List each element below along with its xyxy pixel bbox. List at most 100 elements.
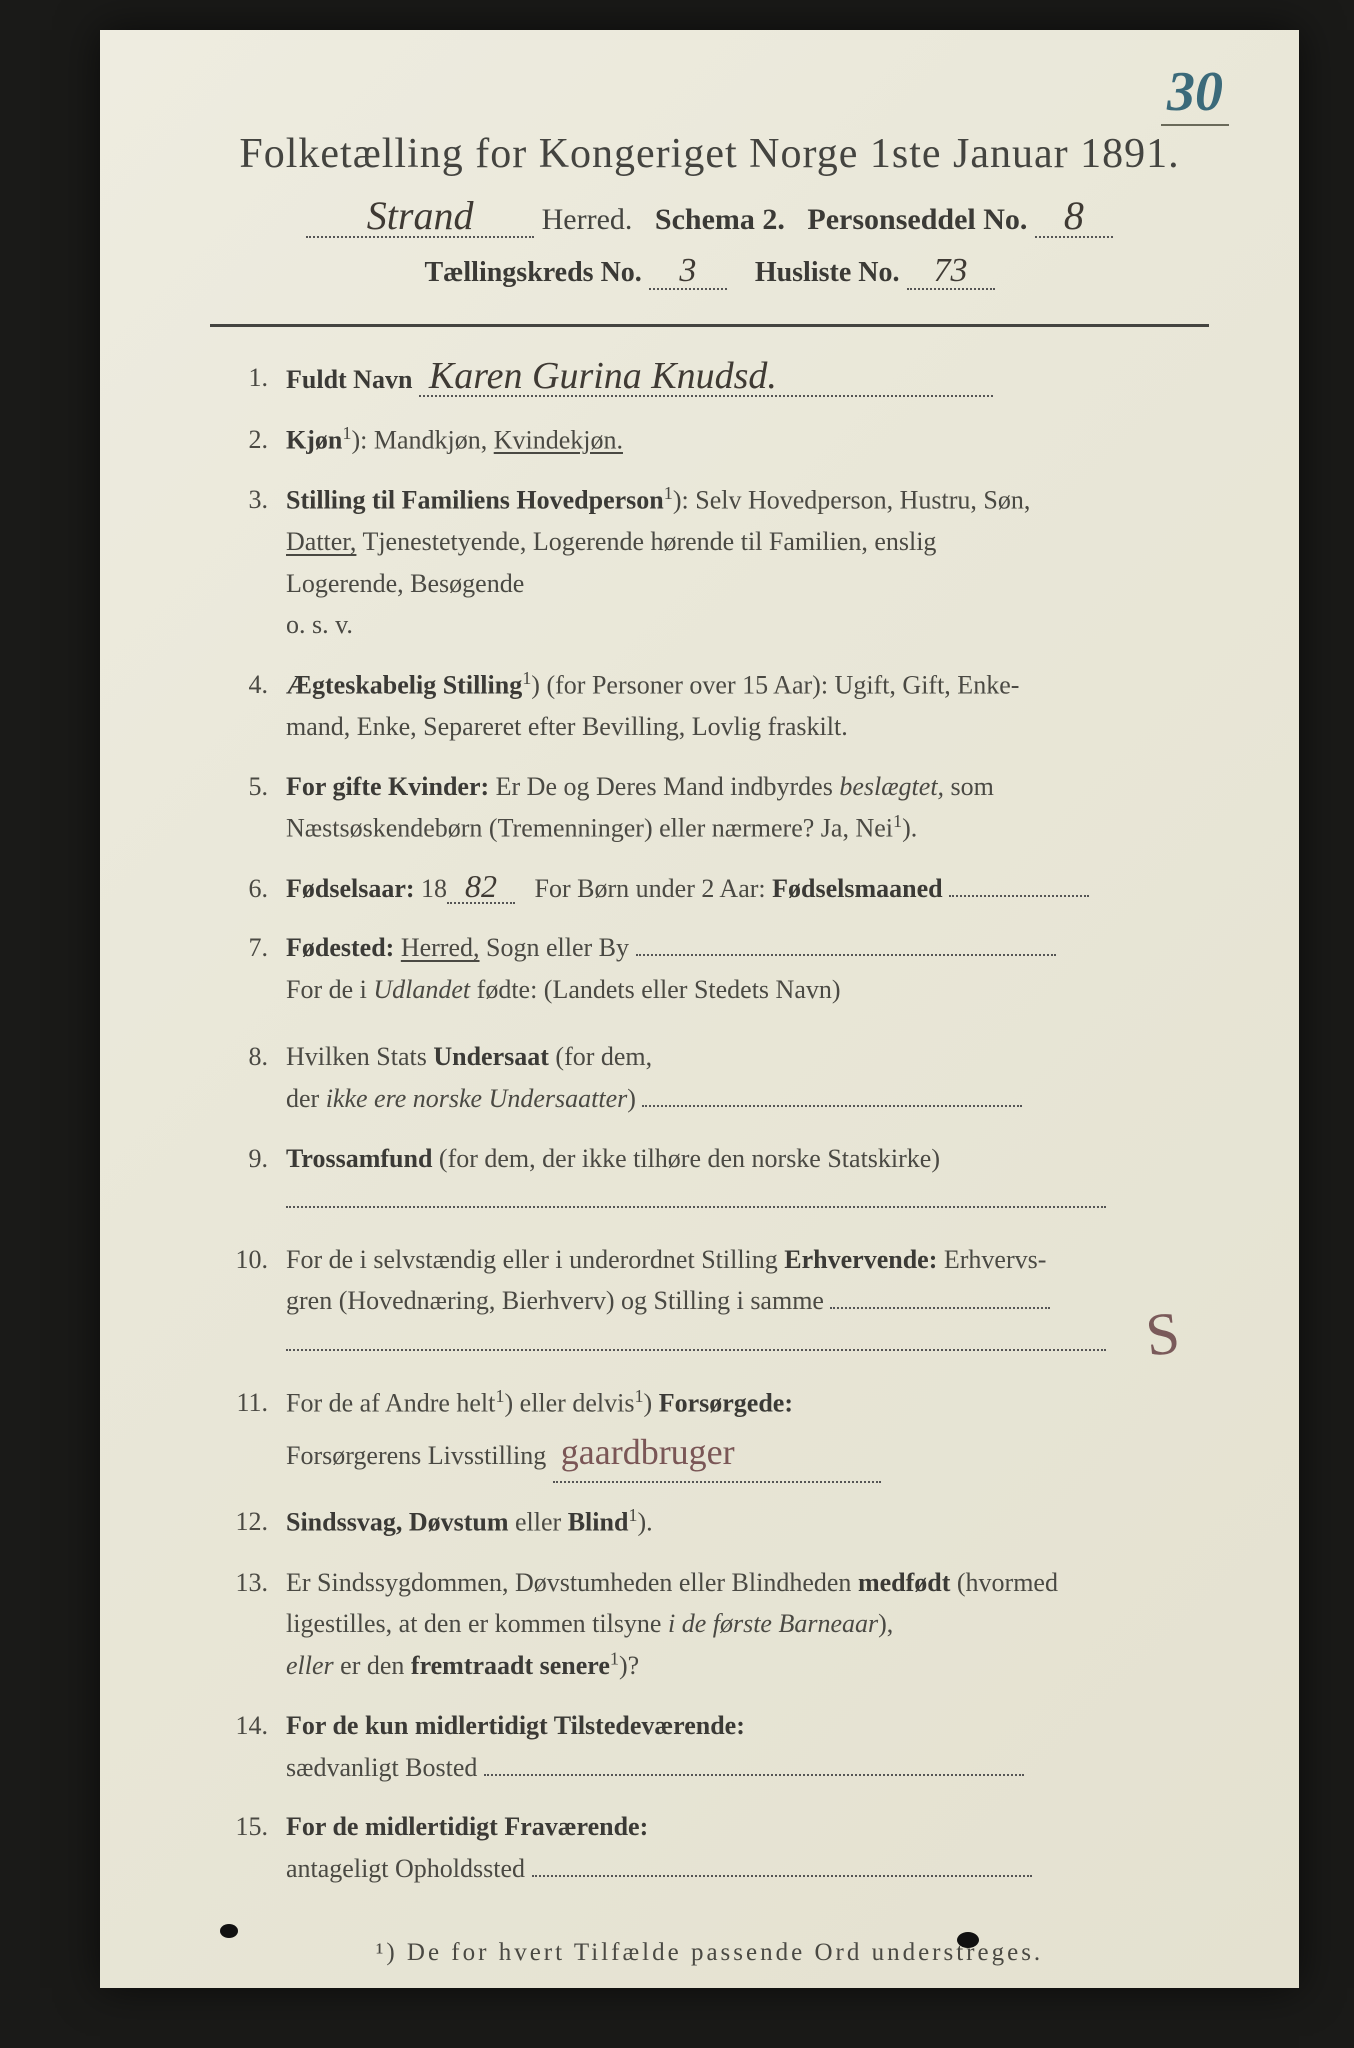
text-ital: eller bbox=[286, 1651, 334, 1680]
item-3: 3. Stilling til Familiens Hovedperson1):… bbox=[210, 479, 1209, 646]
husliste-no-handwritten: 73 bbox=[907, 254, 995, 290]
text: (for Personer over 15 Aar): bbox=[546, 671, 828, 700]
item-number: 11. bbox=[210, 1382, 286, 1484]
item-5: 5. For gifte Kvinder: Er De og Deres Man… bbox=[210, 766, 1209, 850]
label-erhvervende: Erhvervende: bbox=[784, 1245, 937, 1274]
text: fødte: (Landets eller Stedets Navn) bbox=[477, 975, 841, 1004]
label-tilstedevaerende: For de kun midlertidigt Tilstedeværende: bbox=[286, 1711, 745, 1740]
item-14: 14. For de kun midlertidigt Tilstedevære… bbox=[210, 1705, 1209, 1788]
item-9: 9. Trossamfund (for dem, der ikke tilhør… bbox=[210, 1138, 1209, 1221]
year-prefix: 18 bbox=[421, 874, 447, 903]
label-fremtraadt: fremtraadt senere bbox=[411, 1651, 610, 1680]
label-gifte-kvinder: For gifte Kvinder: bbox=[286, 772, 489, 801]
label-aegteskab: Ægteskabelig Stilling bbox=[286, 671, 522, 700]
text: sædvanligt Bosted bbox=[286, 1753, 477, 1782]
label-trossamfund: Trossamfund bbox=[286, 1144, 432, 1173]
text: ), bbox=[878, 1609, 893, 1638]
text: Hvilken Stats bbox=[286, 1042, 427, 1071]
kreds-no-handwritten: 3 bbox=[649, 254, 727, 290]
text: antageligt Opholdssted bbox=[286, 1854, 525, 1883]
label-fodselsaar: Fødselsaar: bbox=[286, 874, 415, 903]
header-block: Folketælling for Kongeriget Norge 1ste J… bbox=[210, 130, 1209, 290]
text: For Børn under 2 Aar: bbox=[535, 874, 766, 903]
item-15: 15. For de midlertidigt Fraværende: anta… bbox=[210, 1806, 1209, 1889]
scan-frame: 30 Folketælling for Kongeriget Norge 1st… bbox=[0, 0, 1354, 2048]
text-ital: beslægtet, bbox=[839, 772, 944, 801]
item-number: 5. bbox=[210, 766, 286, 850]
text: eller delvis bbox=[520, 1388, 635, 1417]
item-number: 10. bbox=[210, 1239, 286, 1364]
item-number: 1. bbox=[210, 357, 286, 401]
form-items: 1. Fuldt Navn Karen Gurina Knudsd. 2. Kj… bbox=[210, 357, 1209, 1889]
text-ital: i de første Barneaar bbox=[668, 1609, 878, 1638]
label-fodested: Fødested: bbox=[286, 933, 394, 962]
dotted-fill bbox=[949, 871, 1089, 896]
horizontal-rule bbox=[210, 324, 1209, 327]
text: (hvormed bbox=[957, 1568, 1058, 1597]
text: som bbox=[951, 772, 994, 801]
text: For de i bbox=[286, 975, 367, 1004]
personseddel-label: Personseddel No. bbox=[807, 203, 1027, 236]
item-number: 9. bbox=[210, 1138, 286, 1221]
item-number: 8. bbox=[210, 1036, 286, 1119]
text: ligestilles, at den er kommen tilsyne bbox=[286, 1609, 661, 1638]
text: eller bbox=[515, 1508, 561, 1537]
livsstilling-handwritten: gaardbruger bbox=[553, 1424, 881, 1484]
item-6: 6. Fødselsaar: 1882 For Børn under 2 Aar… bbox=[210, 868, 1209, 910]
footnote-text: De for hvert Tilfælde passende Ord under… bbox=[407, 1939, 1043, 1966]
item-1: 1. Fuldt Navn Karen Gurina Knudsd. bbox=[210, 357, 1209, 401]
husliste-label: Husliste No. bbox=[755, 257, 900, 288]
footnote-marker: ¹) bbox=[376, 1939, 398, 1966]
text: Logerende, Besøgende bbox=[286, 569, 524, 598]
item-7: 7. Fødested: Herred, Sogn eller By For d… bbox=[210, 927, 1209, 1010]
fuldt-navn-handwritten: Karen Gurina Knudsd. bbox=[419, 357, 993, 397]
header-line-3: Tællingskreds No. 3 Husliste No. 73 bbox=[210, 254, 1209, 290]
label-blind: Blind bbox=[568, 1508, 629, 1537]
item-4: 4. Ægteskabelig Stilling1) (for Personer… bbox=[210, 664, 1209, 748]
text: Forsørgerens Livsstilling bbox=[286, 1441, 546, 1470]
dotted-fill bbox=[286, 1183, 1106, 1208]
opt-kvindekjon-selected: Kvindekjøn. bbox=[494, 425, 623, 454]
item-11: 11. For de af Andre helt1) eller delvis1… bbox=[210, 1382, 1209, 1484]
text: Ugift, Gift, Enke- bbox=[835, 671, 1020, 700]
paper-speck bbox=[957, 1932, 979, 1948]
header-line-2: Strand Herred. Schema 2. Personseddel No… bbox=[210, 196, 1209, 238]
text: er den bbox=[340, 1651, 404, 1680]
item-8: 8. Hvilken Stats Undersaat (for dem, der… bbox=[210, 1036, 1209, 1119]
label-fodselsmaaned: Fødselsmaaned bbox=[772, 874, 942, 903]
text-osv: o. s. v. bbox=[286, 610, 353, 639]
text: gren (Hovednæring, Bierhverv) og Stillin… bbox=[286, 1286, 824, 1315]
text: mand, Enke, Separeret efter Bevilling, L… bbox=[286, 712, 848, 741]
text: Selv Hovedperson, Hustru, Søn, bbox=[695, 486, 1030, 515]
text: Tjenestetyende, Logerende hørende til Fa… bbox=[362, 527, 936, 556]
main-title: Folketælling for Kongeriget Norge 1ste J… bbox=[210, 130, 1209, 178]
label-stilling: Stilling til Familiens Hovedperson bbox=[286, 486, 664, 515]
text: Er De og Deres Mand indbyrdes bbox=[496, 772, 833, 801]
corner-page-number: 30 bbox=[1161, 60, 1229, 126]
text: Sogn eller By bbox=[486, 933, 629, 962]
kreds-label: Tællingskreds No. bbox=[424, 257, 641, 288]
dotted-fill bbox=[286, 1326, 1106, 1351]
footnote: ¹) De for hvert Tilfælde passende Ord un… bbox=[210, 1939, 1209, 1967]
herred-handwritten: Strand bbox=[306, 196, 534, 238]
schema-label: Schema 2. bbox=[655, 203, 785, 236]
item-number: 12. bbox=[210, 1501, 286, 1543]
text: Er Sindssygdommen, Døvstumheden eller Bl… bbox=[286, 1568, 851, 1597]
personseddel-no-handwritten: 8 bbox=[1035, 196, 1113, 238]
text: For de i selvstændig eller i underordnet… bbox=[286, 1245, 778, 1274]
opt-herred-selected: Herred, bbox=[401, 933, 480, 962]
label-medfodt: medfødt bbox=[858, 1568, 950, 1597]
item-number: 6. bbox=[210, 868, 286, 910]
item-number: 15. bbox=[210, 1806, 286, 1889]
item-number: 3. bbox=[210, 479, 286, 646]
opt-mandkjon: Mandkjøn, bbox=[374, 425, 487, 454]
item-12: 12. Sindssvag, Døvstum eller Blind1). bbox=[210, 1501, 1209, 1543]
item-2: 2. Kjøn1): Mandkjøn, Kvindekjøn. bbox=[210, 419, 1209, 461]
opt-datter-selected: Datter, bbox=[286, 527, 356, 556]
dotted-fill bbox=[484, 1750, 1024, 1775]
dotted-fill bbox=[532, 1851, 1032, 1876]
label-fravaerende: For de midlertidigt Fraværende: bbox=[286, 1812, 648, 1841]
label-fuldt-navn: Fuldt Navn bbox=[286, 365, 412, 394]
year-handwritten: 82 bbox=[447, 870, 515, 904]
label-sindssvag: Sindssvag, Døvstum bbox=[286, 1508, 509, 1537]
